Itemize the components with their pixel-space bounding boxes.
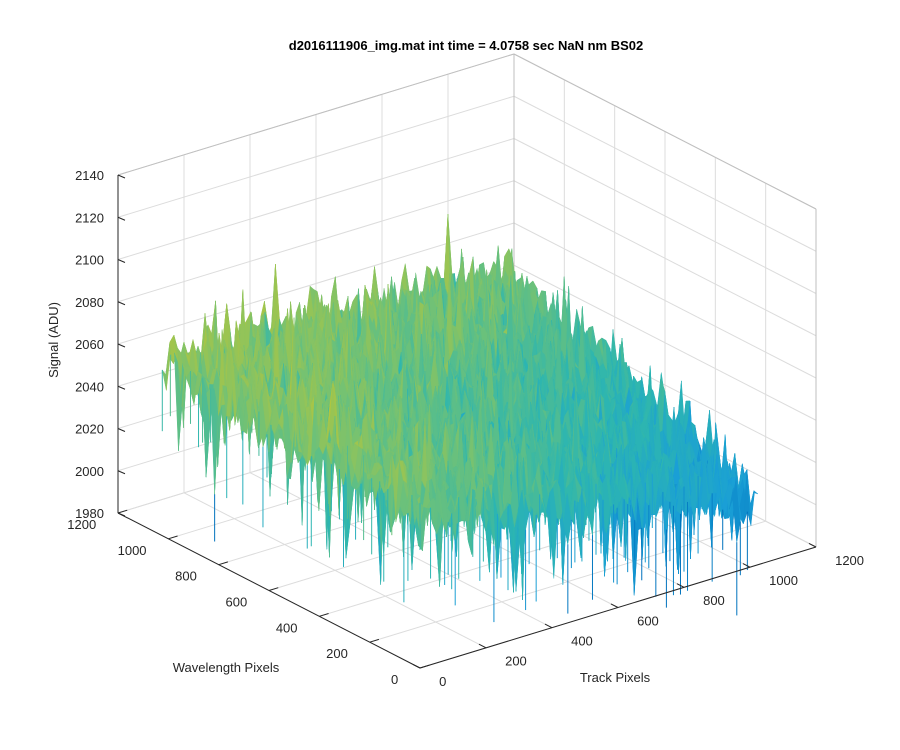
gridline-z-left <box>117 180 515 303</box>
gridline-z-right <box>513 222 817 379</box>
box-edge <box>513 53 817 210</box>
surface-mesh <box>161 214 759 623</box>
chart-title: d2016111906_img.mat int time = 4.0758 se… <box>289 38 643 53</box>
gridline-z-right <box>513 95 817 252</box>
gridline-z-left <box>117 95 515 218</box>
gridline-z-right <box>513 180 817 337</box>
gridline-z-left <box>117 138 515 260</box>
box-edge <box>117 53 515 176</box>
gridline-z-right <box>513 138 817 294</box>
